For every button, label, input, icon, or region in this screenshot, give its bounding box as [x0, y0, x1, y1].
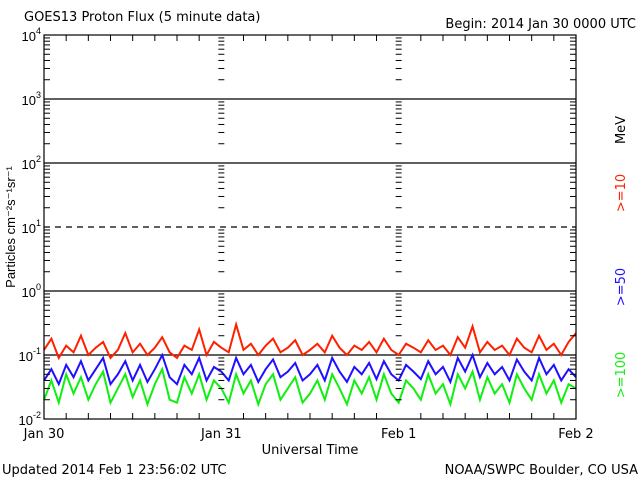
chart-title: GOES13 Proton Flux (5 minute data)	[24, 10, 260, 25]
x-tick-label: Jan 30	[23, 427, 65, 442]
y-tick-label: 10-2	[19, 410, 41, 428]
series-line	[43, 320, 577, 361]
y-tick-label: 102	[22, 154, 41, 172]
y-tick-label: 103	[22, 90, 41, 108]
source-credit: NOAA/SWPC Boulder, CO USA	[445, 463, 638, 478]
series-line	[43, 366, 577, 408]
x-tick-label: Feb 1	[381, 427, 416, 442]
y-tick-label: 100	[22, 282, 41, 300]
y-tick-label: 10-1	[19, 346, 41, 364]
x-axis-label: Universal Time	[262, 443, 359, 458]
series-line	[43, 352, 577, 387]
y-tick-label: 104	[22, 26, 41, 44]
y-axis-label: Particles cm⁻²s⁻¹sr⁻¹	[3, 165, 18, 287]
plot-frame	[43, 34, 577, 420]
begin-label: Begin: 2014 Jan 30 0000 UTC	[445, 17, 636, 32]
x-tick-label: Jan 31	[200, 427, 242, 442]
x-tick-label: Feb 2	[558, 427, 593, 442]
legend-entry: >=100	[614, 352, 629, 399]
legend-entry: >=10	[614, 174, 629, 212]
updated-timestamp: Updated 2014 Feb 1 23:56:02 UTC	[2, 463, 227, 478]
legend-entry: >=50	[614, 268, 629, 306]
y-tick-label: 101	[22, 218, 41, 236]
legend-unit: MeV	[614, 116, 629, 144]
